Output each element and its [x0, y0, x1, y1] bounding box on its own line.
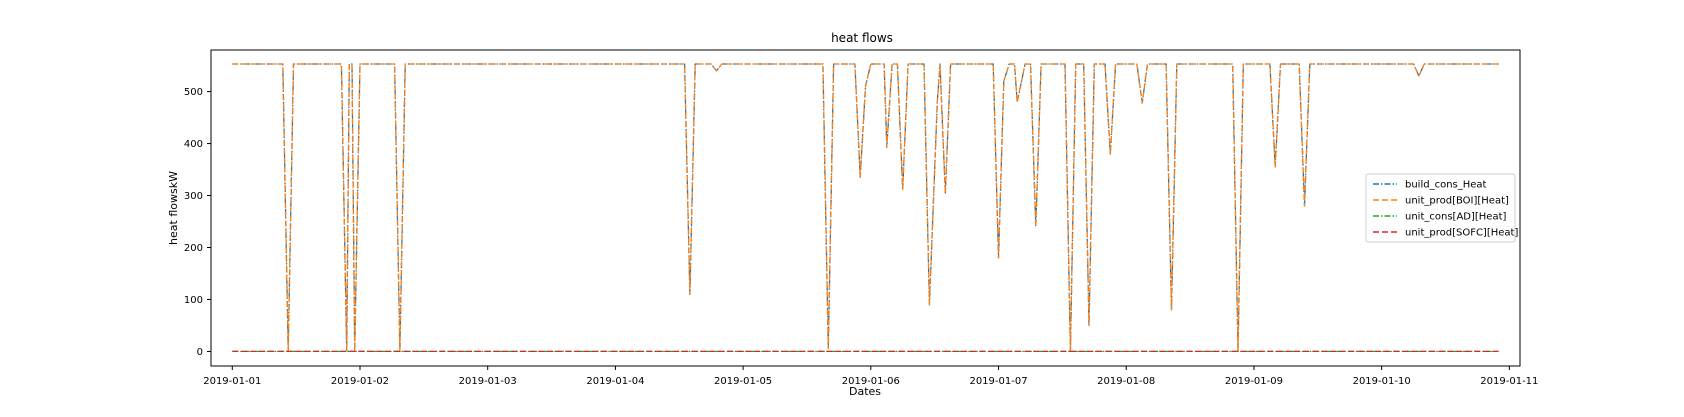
legend-entry-label: unit_cons[AD][Heat]: [1405, 212, 1507, 223]
x-tick-label: 2019-01-03: [459, 376, 517, 387]
y-axis-label: heat flowskW: [167, 171, 180, 245]
plot-frame: [210, 49, 1521, 367]
x-tick-label: 2019-01-08: [1097, 376, 1155, 387]
y-tick-label: 200: [184, 243, 203, 254]
x-tick-label: 2019-01-06: [842, 376, 900, 387]
x-tick-label: 2019-01-02: [331, 376, 389, 387]
chart-title: heat flows: [831, 31, 893, 45]
plot-lines: [232, 63, 1499, 353]
y-tick-label: 100: [184, 295, 203, 306]
x-tick-label: 2019-01-07: [969, 376, 1027, 387]
series-line-2: [232, 63, 1499, 353]
y-tick-label: 400: [184, 139, 203, 150]
x-tick-label: 2019-01-11: [1480, 376, 1538, 387]
y-tick-label: 300: [184, 191, 203, 202]
legend-entry-label: unit_prod[BOI][Heat]: [1405, 196, 1509, 207]
legend-entry-label: build_cons_Heat: [1405, 180, 1487, 191]
x-tick-label: 2019-01-09: [1225, 376, 1283, 387]
x-axis-label: Dates: [849, 385, 881, 398]
y-tick-label: 500: [184, 87, 203, 98]
x-tick-label: 2019-01-04: [586, 376, 644, 387]
legend-frame: [1365, 173, 1516, 243]
y-axis: 0 100 200 300 400 500: [184, 87, 211, 358]
x-tick-label: 2019-01-05: [714, 376, 772, 387]
x-tick-label: 2019-01-10: [1353, 376, 1411, 387]
y-tick-label: 0: [197, 347, 203, 358]
legend-entry-label: unit_prod[SOFC][Heat]: [1405, 228, 1518, 239]
x-tick-label: 2019-01-01: [203, 376, 261, 387]
legend: build_cons_Heat unit_prod[BOI][Heat] unit_…: [1365, 173, 1518, 243]
x-axis: 2019-01-01 2019-01-02 2019-01-03 2019-01-04…: [203, 366, 1538, 387]
